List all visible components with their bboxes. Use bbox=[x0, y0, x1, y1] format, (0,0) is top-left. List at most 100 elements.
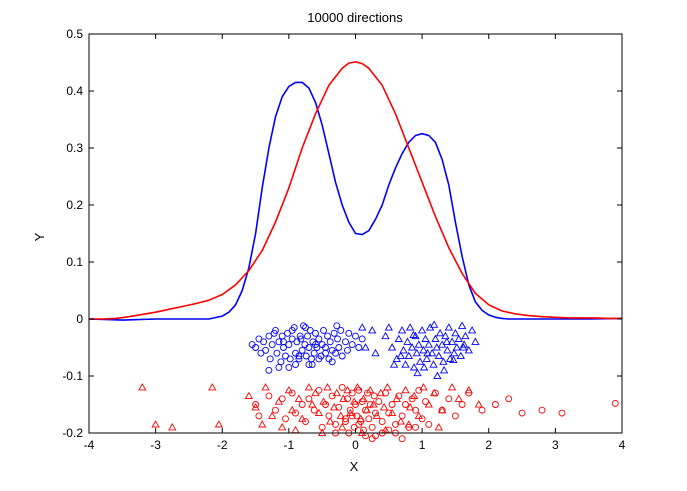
scatter-point-triangle bbox=[274, 397, 284, 405]
scatter-point-circle bbox=[265, 366, 273, 374]
x-tick-label: 1 bbox=[419, 438, 426, 452]
scatter-point-triangle bbox=[387, 343, 397, 351]
scatter-point-circle bbox=[298, 346, 306, 354]
scatter-point-triangle bbox=[396, 351, 405, 360]
scatter-point-triangle bbox=[433, 371, 442, 380]
scatter-point-triangle bbox=[284, 385, 294, 394]
scatter-point-triangle bbox=[435, 328, 445, 337]
scatter-point-triangle bbox=[336, 411, 345, 419]
scatter-point-triangle bbox=[434, 422, 443, 431]
scatter-point-triangle bbox=[244, 391, 254, 399]
scatter-point-triangle bbox=[359, 394, 368, 402]
scatter-point-circle bbox=[478, 406, 486, 414]
scatter-point-triangle bbox=[394, 334, 403, 342]
scatter-point-triangle bbox=[361, 343, 370, 351]
scatter-point-circle bbox=[335, 344, 343, 351]
scatter-point-circle bbox=[298, 401, 306, 408]
scatter-point-triangle bbox=[308, 400, 317, 408]
scatter-point-circle bbox=[538, 406, 546, 414]
scatter-point-circle bbox=[293, 338, 301, 346]
scatter-point-triangle bbox=[431, 334, 440, 342]
scatter-point-triangle bbox=[323, 383, 332, 391]
scatter-point-circle bbox=[348, 341, 356, 349]
scatter-point-triangle bbox=[451, 328, 460, 337]
y-tick-label: 0.4 bbox=[66, 84, 83, 98]
scatter-point-triangle bbox=[346, 408, 355, 417]
scatter-point-circle bbox=[315, 355, 323, 363]
scatter-point-triangle bbox=[261, 383, 270, 391]
scatter-point-triangle bbox=[407, 343, 417, 351]
scatter-point-circle bbox=[262, 346, 270, 354]
scatter-point-triangle bbox=[268, 411, 277, 419]
scatter-point-circle bbox=[412, 423, 419, 431]
y-tick-label: 0.3 bbox=[66, 141, 83, 155]
scatter-point-circle bbox=[325, 412, 333, 420]
scatter-point-triangle bbox=[464, 385, 473, 394]
scatter-point-triangle bbox=[429, 360, 438, 368]
scatter-point-circle bbox=[301, 341, 309, 349]
scatter-point-circle bbox=[378, 418, 386, 426]
scatter-point-triangle bbox=[427, 348, 437, 357]
x-tick-label: 3 bbox=[552, 438, 559, 452]
scatter-point-triangle bbox=[401, 360, 410, 368]
scatter-point-circle bbox=[255, 412, 263, 420]
scatter-point-circle bbox=[335, 403, 343, 411]
scatter-point-triangle bbox=[404, 420, 413, 428]
scatter-point-circle bbox=[342, 418, 349, 426]
scatter-point-triangle bbox=[441, 331, 450, 340]
x-tick-label: 0 bbox=[352, 438, 359, 452]
scatter-point-circle bbox=[342, 338, 349, 346]
scatter-point-triangle bbox=[414, 411, 423, 419]
scatter-point-circle bbox=[330, 329, 338, 337]
scatter-point-circle bbox=[324, 332, 331, 340]
scatter-point-triangle bbox=[350, 397, 359, 405]
scatter-point-circle bbox=[451, 412, 459, 420]
scatter-point-circle bbox=[305, 395, 313, 403]
scatter-point-triangle bbox=[258, 420, 267, 428]
scatter-point-circle bbox=[280, 338, 287, 346]
scatter-point-triangle bbox=[429, 320, 439, 328]
scatter-point-circle bbox=[425, 420, 433, 428]
scatter-point-circle bbox=[458, 401, 466, 408]
scatter-point-triangle bbox=[372, 411, 381, 419]
scatter-point-circle bbox=[302, 324, 309, 332]
scatter-point-circle bbox=[334, 335, 341, 343]
scatter-point-circle bbox=[365, 415, 373, 423]
scatter-point-circle bbox=[337, 326, 345, 334]
scatter-point-triangle bbox=[298, 414, 307, 422]
series-line-1 bbox=[89, 61, 622, 320]
scatter-point-triangle bbox=[358, 323, 367, 331]
scatter-point-circle bbox=[611, 399, 619, 407]
plot-area bbox=[88, 61, 623, 443]
x-tick-label: 4 bbox=[619, 438, 626, 452]
scatter-point-triangle bbox=[339, 394, 348, 402]
scatter-point-triangle bbox=[415, 357, 425, 365]
scatter-point-circle bbox=[268, 341, 276, 349]
scatter-point-triangle bbox=[401, 385, 410, 394]
scatter-point-circle bbox=[445, 395, 453, 403]
scatter-point-triangle bbox=[405, 323, 415, 331]
scatter-point-triangle bbox=[369, 400, 378, 408]
scatter-point-circle bbox=[305, 361, 313, 369]
scatter-point-triangle bbox=[379, 402, 389, 411]
x-tick-label: -1 bbox=[284, 438, 295, 452]
chart-title: 10000 directions bbox=[307, 10, 403, 25]
scatter-point-triangle bbox=[471, 337, 480, 345]
scatter-point-triangle bbox=[288, 405, 297, 414]
scatter-point-triangle bbox=[421, 334, 430, 342]
y-tick-label: 0.2 bbox=[66, 198, 83, 212]
scatter-point-circle bbox=[265, 392, 273, 400]
scatter-point-triangle bbox=[452, 343, 461, 351]
scatter-point-triangle bbox=[291, 425, 300, 434]
scatter-point-triangle bbox=[138, 383, 147, 391]
scatter-point-circle bbox=[312, 329, 319, 337]
scatter-point-triangle bbox=[356, 414, 365, 422]
x-axis-label: X bbox=[350, 459, 359, 474]
scatter-point-triangle bbox=[314, 408, 324, 417]
scatter-point-triangle bbox=[447, 383, 457, 391]
scatter-point-circle bbox=[295, 352, 303, 360]
scatter-point-circle bbox=[252, 344, 260, 351]
y-tick-label: 0.1 bbox=[66, 255, 83, 269]
